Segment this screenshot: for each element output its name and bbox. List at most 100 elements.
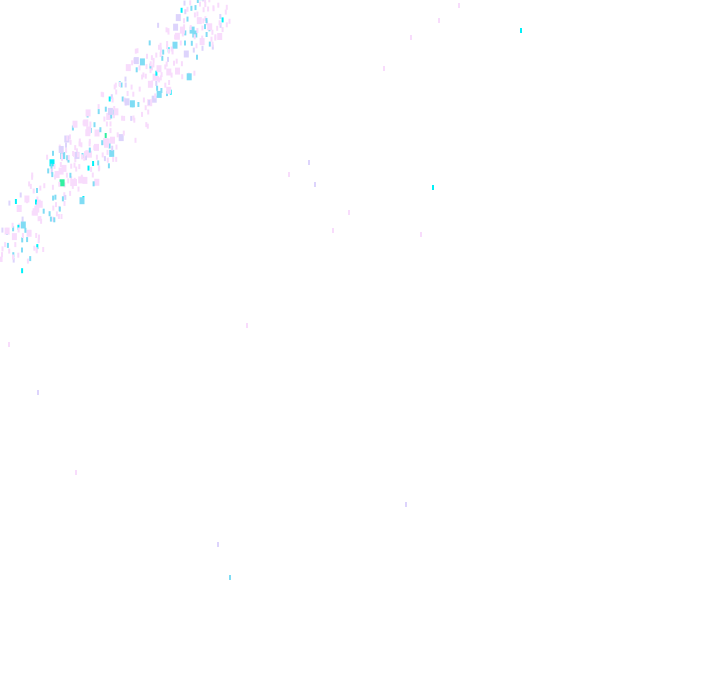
speckle (123, 115, 126, 121)
speckle (150, 55, 153, 61)
speckle (122, 130, 125, 136)
speckle (193, 12, 196, 18)
speckle (75, 148, 78, 154)
speckle (111, 145, 114, 151)
speckle (46, 154, 49, 160)
speckle (24, 227, 27, 233)
speckle (190, 5, 193, 11)
speckle (156, 65, 162, 73)
speckle (151, 80, 154, 86)
speckle (109, 149, 115, 157)
speckle (93, 122, 96, 128)
speckle (133, 57, 139, 65)
speckle (229, 575, 231, 580)
speckle (66, 155, 69, 161)
speckle (189, 0, 192, 6)
speckle (167, 28, 170, 34)
speckle (72, 120, 78, 128)
speckle (70, 163, 73, 169)
speckle (58, 167, 64, 175)
speckle (103, 138, 109, 146)
speckle (159, 52, 162, 57)
speckle (77, 186, 80, 192)
speckle (186, 6, 189, 12)
speckle (58, 181, 61, 187)
speckle (186, 73, 192, 81)
speckle (19, 192, 22, 198)
speckle (95, 154, 98, 160)
speckle (54, 171, 60, 178)
speckle (110, 94, 113, 100)
speckle (107, 163, 110, 169)
speckle (61, 155, 63, 161)
speckle (113, 84, 116, 90)
speckle (61, 164, 67, 172)
speckle (189, 26, 195, 34)
speckle (106, 113, 112, 120)
speckle (210, 36, 213, 42)
speckle (175, 14, 181, 22)
speckle (181, 31, 184, 37)
speckle (145, 122, 148, 128)
speckle (100, 91, 103, 97)
speckle (113, 108, 119, 116)
speckle (84, 151, 86, 157)
speckle (156, 85, 159, 91)
speckle (152, 57, 155, 63)
speckle (86, 150, 92, 158)
speckle (0, 256, 2, 262)
speckle (112, 113, 115, 119)
speckle (211, 41, 214, 47)
speckle (152, 62, 155, 68)
speckle (109, 121, 112, 127)
speckle (420, 232, 422, 237)
speckle (59, 162, 62, 167)
speckle (135, 67, 138, 73)
speckle (101, 152, 104, 158)
speckle (520, 28, 522, 33)
speckle (49, 216, 52, 222)
speckle (69, 190, 72, 196)
speckle (73, 151, 75, 157)
speckle (199, 38, 205, 46)
speckle (79, 197, 85, 205)
speckle (115, 144, 118, 150)
speckle (52, 216, 55, 222)
speckle (54, 174, 57, 180)
speckle (225, 4, 228, 10)
speckle (159, 75, 162, 81)
speckle (12, 226, 15, 232)
speckle (205, 32, 208, 37)
speckle (90, 166, 93, 172)
speckle (53, 217, 56, 223)
speckle (114, 82, 117, 88)
speckle (65, 142, 67, 148)
speckle (167, 48, 170, 54)
speckle (458, 3, 460, 8)
speckle (193, 70, 196, 76)
speckle (47, 168, 50, 174)
speckle (51, 184, 54, 190)
speckle (214, 35, 217, 41)
speckle (101, 140, 104, 146)
speckle (21, 233, 24, 238)
speckle (186, 16, 189, 22)
speckle (11, 222, 14, 228)
speckle (52, 150, 54, 156)
speckle (164, 64, 167, 70)
speckle (136, 48, 139, 54)
speckle (115, 89, 118, 95)
speckle (204, 24, 206, 30)
speckle (37, 238, 40, 244)
speckle (196, 0, 199, 3)
speckle (92, 161, 95, 166)
speckle (53, 164, 56, 169)
speckle (118, 134, 124, 142)
speckle (160, 88, 163, 93)
speckle (202, 7, 205, 13)
speckle (196, 11, 199, 17)
speckle (97, 109, 100, 115)
speckle (26, 258, 29, 264)
speckle (221, 27, 224, 33)
